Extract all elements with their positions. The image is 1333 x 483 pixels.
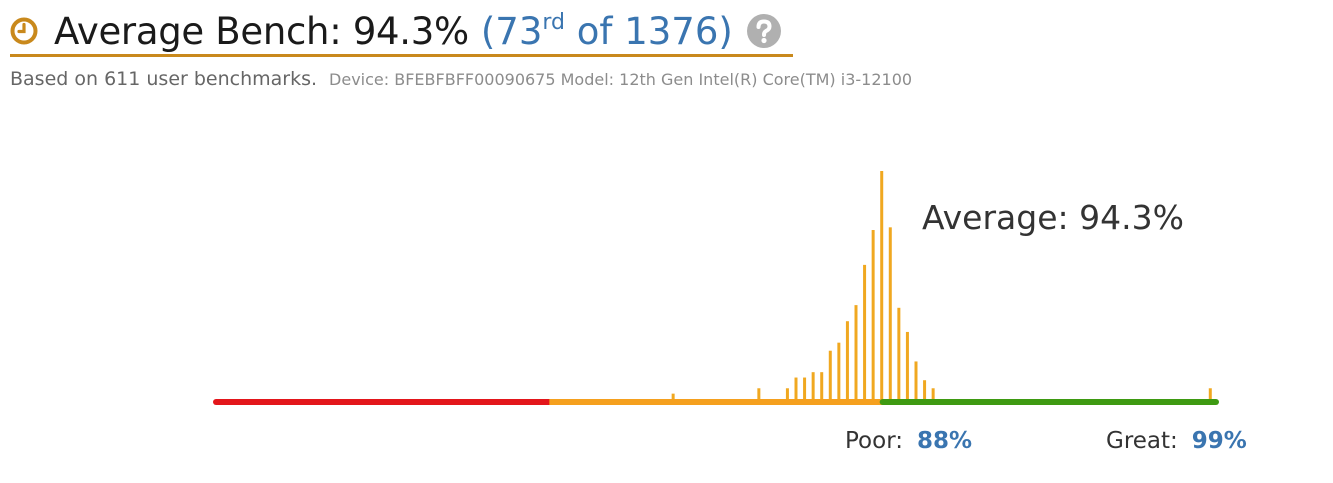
histogram-bar [785, 388, 789, 399]
histogram-bar [811, 372, 815, 399]
histogram-bar [871, 230, 875, 399]
histogram-bar [888, 227, 892, 399]
poor-label: Poor: [845, 428, 903, 454]
device-info: Device: BFEBFBFF00090675 Model: 12th Gen… [329, 70, 913, 89]
histogram-bar [845, 321, 849, 399]
bench-title: Average Bench: 94.3% (73rd of 1376) [10, 6, 781, 56]
histogram-bar [905, 331, 909, 399]
histogram-bar [828, 350, 832, 399]
rank-suffix: rd [542, 9, 566, 35]
histogram-bar [1208, 388, 1212, 399]
subtitle: Based on 611 user benchmarks. Device: BF… [10, 68, 912, 90]
page-title: Average Bench: 94.3% [54, 9, 469, 53]
legend-great: Great: 99% [1106, 428, 1247, 454]
rank-position: (73 [480, 9, 543, 53]
histogram-bar [854, 305, 858, 399]
great-label: Great: [1106, 428, 1178, 454]
histogram-bar [923, 380, 927, 399]
histogram-bar [931, 388, 935, 399]
average-annotation: Average: 94.3% [922, 198, 1184, 237]
distribution-chart [213, 171, 1219, 405]
histogram-bar [914, 361, 918, 399]
clock-icon [10, 17, 38, 45]
benchmark-count: Based on 611 user benchmarks. [10, 68, 318, 90]
rank-total: of 1376) [565, 9, 733, 53]
help-icon[interactable] [746, 14, 781, 48]
rank-link[interactable]: (73rd of 1376) [481, 10, 733, 53]
histogram-bar [837, 342, 841, 399]
histogram-bar [897, 307, 901, 399]
poor-value: 88% [917, 428, 973, 454]
title-underline [10, 54, 793, 57]
histogram-bar [671, 393, 675, 399]
histogram-bar [757, 388, 761, 399]
histogram-bar [803, 377, 807, 399]
histogram-bar [820, 372, 824, 399]
great-value: 99% [1191, 428, 1247, 454]
histogram-bar [863, 264, 867, 399]
legend-poor: Poor: 88% [845, 428, 972, 454]
histogram-bar [880, 171, 884, 399]
histogram-bar [794, 377, 798, 399]
